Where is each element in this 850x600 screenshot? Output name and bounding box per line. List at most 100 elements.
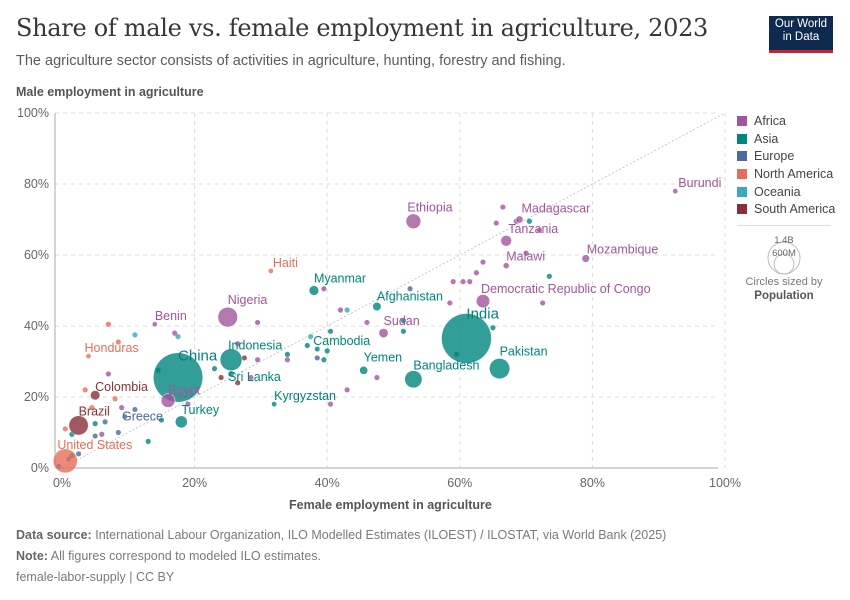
- data-point-ethiopia: [405, 213, 422, 229]
- data-point-greece: [122, 413, 128, 420]
- data-point: [105, 371, 112, 377]
- data-point: [158, 417, 165, 423]
- data-point-cambodia: [314, 346, 321, 353]
- point-label-india: India: [466, 305, 499, 322]
- data-point: [254, 319, 261, 326]
- point-label-myanmar: Myanmar: [314, 272, 366, 286]
- data-point-benin: [151, 321, 158, 328]
- point-label-madagascar: Madagascar: [521, 202, 590, 216]
- data-point: [500, 204, 506, 210]
- data-point-colombia: [90, 390, 101, 401]
- legend-item-africa[interactable]: Africa: [737, 112, 835, 130]
- size-note-text: Circles sized by: [745, 276, 823, 288]
- y-tick-label: 60%: [24, 248, 49, 262]
- size-legend-small-circle: [773, 253, 795, 275]
- legend-label: Europe: [754, 149, 795, 164]
- x-tick-label: 60%: [447, 476, 472, 490]
- point-labels: Burundi Ethiopia Madagascar Tanzania Mozambi…: [57, 176, 721, 452]
- legend-item-oceania[interactable]: Oceania: [737, 183, 835, 201]
- point-label-china: China: [178, 347, 218, 364]
- data-point: [145, 438, 151, 444]
- point-label-kyrgyzstan: Kyrgyzstan: [274, 389, 336, 403]
- data-point: [321, 357, 327, 363]
- data-point-haiti: [267, 268, 274, 274]
- size-legend: 1.4B 600M: [767, 235, 801, 275]
- data-point: [115, 429, 121, 436]
- legend-item-north-america[interactable]: North America: [737, 165, 835, 183]
- point-label-cambodia: Cambodia: [313, 334, 370, 348]
- legend-item-europe[interactable]: Europe: [737, 147, 835, 165]
- data-point: [254, 357, 261, 363]
- data-point: [450, 279, 456, 285]
- data-point-china: [153, 352, 204, 403]
- data-point: [105, 321, 112, 327]
- data-point-sudan: [378, 328, 389, 339]
- data-point: [493, 220, 499, 226]
- data-point: [308, 334, 314, 340]
- data-point-nigeria: [217, 307, 238, 328]
- y-tick-label: 80%: [24, 177, 49, 191]
- legend-divider: [737, 225, 831, 226]
- grid-lines: [55, 112, 726, 469]
- point-label-egypt: Egypt: [168, 384, 200, 398]
- owid-logo[interactable]: Our World in Data: [769, 16, 833, 52]
- note-text: All figures correspond to modeled ILO es…: [50, 549, 322, 563]
- data-point: [480, 259, 486, 265]
- data-point: [473, 270, 479, 276]
- legend-label: North America: [754, 166, 834, 181]
- point-label-haiti: Haiti: [273, 256, 298, 270]
- footer-note: Note: All figures correspond to modeled …: [16, 549, 321, 563]
- data-point: [526, 218, 533, 224]
- data-point: [447, 300, 453, 306]
- point-label-afghanistan: Afghanistan: [377, 289, 443, 303]
- x-tick-label: 20%: [182, 476, 207, 490]
- footer-license[interactable]: female-labor-supply | CC BY: [16, 570, 175, 584]
- data-point: [172, 330, 178, 336]
- x-tick-label: 100%: [709, 476, 741, 490]
- data-point-myanmar: [308, 285, 320, 296]
- data-point: [92, 433, 98, 439]
- data-point: [99, 431, 105, 437]
- point-label-democratic-republic-of-congo: Democratic Republic of Congo: [481, 282, 651, 296]
- point-label-malawi: Malawi: [506, 250, 545, 264]
- data-point-afghanistan: [372, 301, 382, 311]
- data-point-honduras: [85, 353, 92, 360]
- data-point: [400, 318, 407, 324]
- data-point: [364, 319, 370, 326]
- point-label-nigeria: Nigeria: [228, 293, 268, 307]
- data-point: [235, 341, 241, 347]
- point-label-sri-lanka: Sri Lanka: [228, 370, 281, 384]
- data-point: [132, 406, 138, 413]
- chart-subtitle: The agriculture sector consists of activ…: [16, 53, 566, 69]
- legend-swatch: [737, 168, 747, 179]
- data-point-sri-lanka: [227, 370, 235, 378]
- source-text[interactable]: International Labour Organization, ILO M…: [95, 528, 667, 542]
- x-axis-title: Female employment in agriculture: [289, 498, 492, 512]
- footer-source: Data source: International Labour Organi…: [16, 528, 666, 542]
- data-point-turkey: [175, 415, 188, 429]
- data-point: [175, 334, 181, 340]
- legend-item-south-america[interactable]: South America: [737, 200, 835, 218]
- legend-swatch: [737, 115, 747, 126]
- reference-line: [61, 112, 726, 469]
- data-point: [185, 401, 191, 407]
- logo-line-2: in Data: [782, 31, 820, 43]
- note-label: Note:: [16, 549, 48, 563]
- data-point-brazil: [68, 415, 89, 436]
- y-tick-label: 0%: [31, 461, 49, 475]
- data-point: [400, 328, 407, 334]
- x-tick-label: 80%: [580, 476, 605, 490]
- data-point: [119, 405, 125, 411]
- y-tick-label: 100%: [17, 106, 49, 120]
- data-point: [284, 351, 291, 357]
- data-point: [241, 355, 247, 361]
- legend-swatch: [737, 133, 747, 144]
- data-point: [523, 250, 529, 256]
- legend-swatch: [737, 186, 747, 197]
- data-point: [321, 286, 327, 292]
- data-point: [540, 300, 546, 306]
- legend-swatch: [737, 204, 747, 215]
- data-point: [327, 328, 334, 334]
- point-label-pakistan: Pakistan: [500, 345, 548, 359]
- legend-item-asia[interactable]: Asia: [737, 130, 835, 148]
